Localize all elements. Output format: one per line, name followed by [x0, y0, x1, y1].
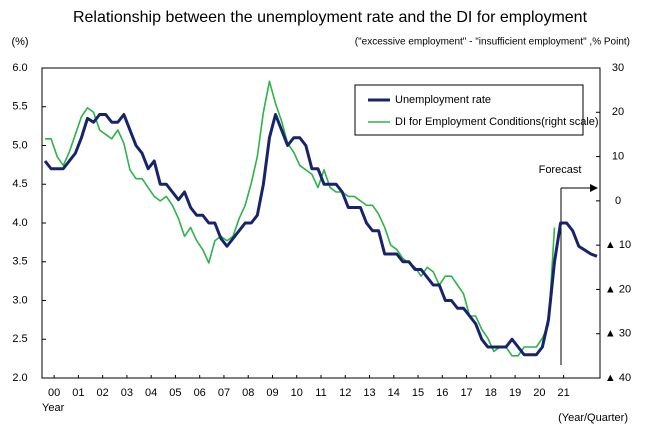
y2-tick-label: ▲ 40	[605, 372, 631, 384]
x-tick-label: 21	[557, 387, 569, 399]
x-axis-label: Year	[42, 402, 65, 414]
x-tick-label: 06	[194, 387, 206, 399]
y-tick-label: 2.0	[12, 372, 27, 384]
y-tick-label: 4.5	[12, 178, 27, 190]
legend-box	[354, 84, 584, 136]
x-tick-label: 04	[145, 387, 157, 399]
y2-tick-label: 10	[612, 150, 624, 162]
forecast-arrowhead	[590, 184, 598, 192]
x-tick-label: 17	[460, 387, 472, 399]
y2-tick-label: 20	[612, 106, 624, 118]
legend-label: DI for Employment Conditions(right scale…	[395, 116, 599, 128]
y2-tick-label: ▲ 20	[605, 283, 631, 295]
x-tick-label: 09	[266, 387, 278, 399]
y-tick-label: 4.0	[12, 217, 27, 229]
y-axis-label: (%)	[11, 36, 28, 48]
x-tick-label: 12	[339, 387, 351, 399]
x-tick-label: 08	[242, 387, 254, 399]
x-tick-label: 05	[169, 387, 181, 399]
chart-subtitle: ("excessive employment" - "insufficient …	[355, 37, 630, 48]
y2-tick-label: 30	[612, 62, 624, 74]
series-line	[43, 113, 598, 357]
y2-tick-label: ▲ 30	[605, 328, 631, 340]
chart-title: Relationship between the unemployment ra…	[73, 9, 588, 26]
x-axis-label-right: (Year/Quarter)	[558, 412, 628, 424]
y-tick-label: 5.5	[12, 101, 27, 113]
forecast-annotation: Forecast	[539, 164, 582, 176]
legend-label: Unemployment rate	[395, 94, 491, 106]
x-tick-label: 15	[412, 387, 424, 399]
y2-tick-label: ▲ 10	[605, 239, 631, 251]
x-tick-label: 01	[72, 387, 84, 399]
x-tick-label: 14	[388, 387, 400, 399]
x-tick-label: 11	[315, 387, 326, 399]
x-tick-label: 00	[48, 387, 60, 399]
y-tick-label: 6.0	[12, 62, 27, 74]
x-tick-label: 07	[218, 387, 230, 399]
x-tick-label: 10	[291, 387, 303, 399]
x-tick-label: 02	[97, 387, 109, 399]
x-tick-label: 16	[436, 387, 448, 399]
y2-tick-label: 0	[615, 195, 621, 207]
y-tick-label: 3.5	[12, 256, 27, 268]
y-tick-label: 2.5	[12, 333, 27, 345]
y-tick-label: 3.0	[12, 294, 27, 306]
x-tick-label: 20	[533, 387, 545, 399]
x-tick-label: 13	[363, 387, 375, 399]
x-tick-label: 03	[121, 387, 133, 399]
x-tick-label: 19	[509, 387, 521, 399]
x-tick-label: 18	[485, 387, 497, 399]
y-tick-label: 5.0	[12, 139, 27, 151]
